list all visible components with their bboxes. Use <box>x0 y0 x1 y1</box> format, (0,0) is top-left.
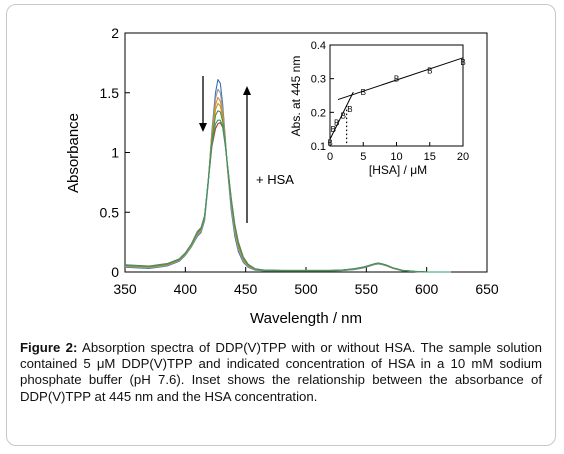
y-axis-label: Absorbance <box>65 113 82 193</box>
x-tick-label: 500 <box>294 281 318 297</box>
y-tick-label: 1 <box>111 145 119 161</box>
x-tick-label: 650 <box>475 281 499 297</box>
caption-text: Absorption spectra of DDP(V)TPP with or … <box>20 340 543 404</box>
inset-y-tick-label: 0.3 <box>311 74 326 86</box>
inset-y-tick-label: 0.2 <box>311 107 326 119</box>
inset-data-point: B <box>334 118 339 127</box>
figure-caption: Figure 2: Absorption spectra of DDP(V)TP… <box>20 340 542 405</box>
inset-x-tick-label: 20 <box>457 151 469 163</box>
y-tick-label: 0.5 <box>100 204 120 220</box>
y-tick-label: 2 <box>111 25 119 41</box>
x-tick-label: 350 <box>113 281 137 297</box>
inset-x-tick-label: 0 <box>327 151 333 163</box>
inset-data-point: B <box>331 125 336 134</box>
inset-x-axis-label: [HSA] / μM <box>369 163 427 177</box>
figure-frame <box>6 4 556 446</box>
y-tick-label: 1.5 <box>100 85 120 101</box>
inset-y-tick-label: 0.4 <box>311 40 326 52</box>
caption-label: Figure 2: <box>20 340 78 355</box>
x-axis-label: Wavelength / nm <box>250 310 362 327</box>
inset-x-tick-label: 5 <box>360 151 366 163</box>
hsa-annotation: + HSA <box>256 172 294 187</box>
inset-data-point: B <box>341 112 346 121</box>
x-tick-label: 450 <box>234 281 258 297</box>
inset-data-point: B <box>460 58 465 67</box>
inset-data-point: B <box>327 139 332 148</box>
decrease-arrow-icon <box>199 76 207 132</box>
x-tick-label: 550 <box>355 281 379 297</box>
spectrum-line-7 <box>124 119 451 273</box>
inset-y-tick-label: 0.1 <box>311 141 326 153</box>
inset-fit-line-2 <box>337 57 464 101</box>
inset-fit-line-1 <box>329 91 354 140</box>
inset-data-point: B <box>361 88 366 97</box>
x-tick-label: 600 <box>415 281 439 297</box>
main-series-group <box>124 79 451 273</box>
increase-arrow-icon <box>243 86 251 223</box>
y-tick-label: 0 <box>111 264 119 280</box>
inset-data-point: B <box>347 105 352 114</box>
inset-y-axis-label: Abs. at 445 nm <box>289 56 303 137</box>
inset-x-tick-label: 10 <box>390 151 402 163</box>
absorption-chart: 350 400 450 500 550 600 650 0 0.5 1 1.5 2 Absorbanc… <box>65 25 499 327</box>
inset-x-tick-label: 15 <box>424 151 436 163</box>
inset-data-point: B <box>394 75 399 84</box>
inset-data-point: B <box>427 66 432 75</box>
x-tick-label: 400 <box>174 281 198 297</box>
